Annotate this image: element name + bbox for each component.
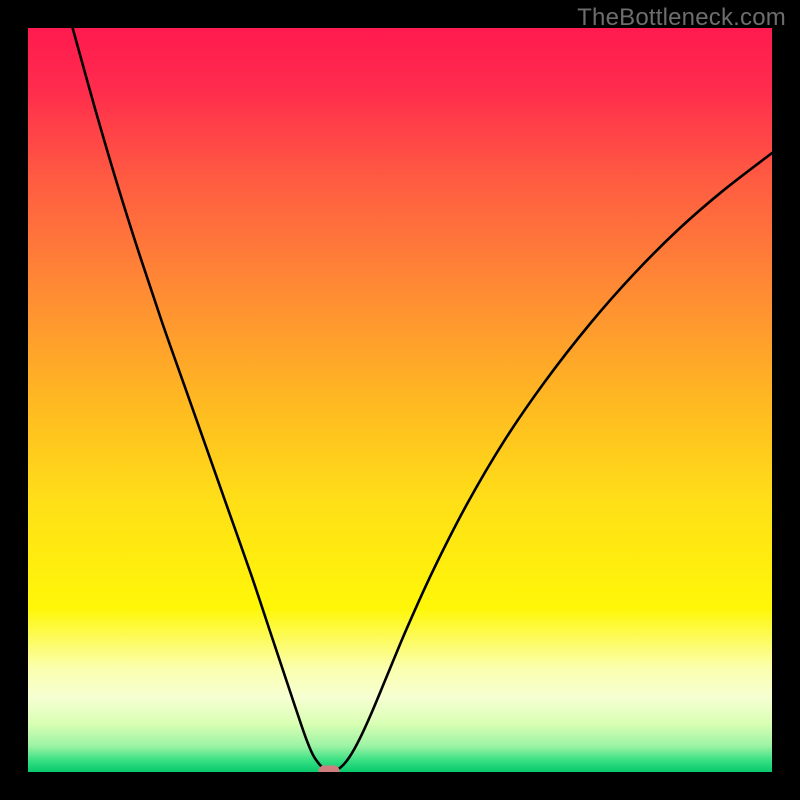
plot-area	[28, 28, 772, 772]
bottleneck-curve	[28, 28, 772, 772]
curve-path	[73, 28, 772, 771]
chart-frame: TheBottleneck.com	[0, 0, 800, 800]
minimum-marker	[319, 766, 340, 772]
watermark-text: TheBottleneck.com	[577, 4, 786, 32]
